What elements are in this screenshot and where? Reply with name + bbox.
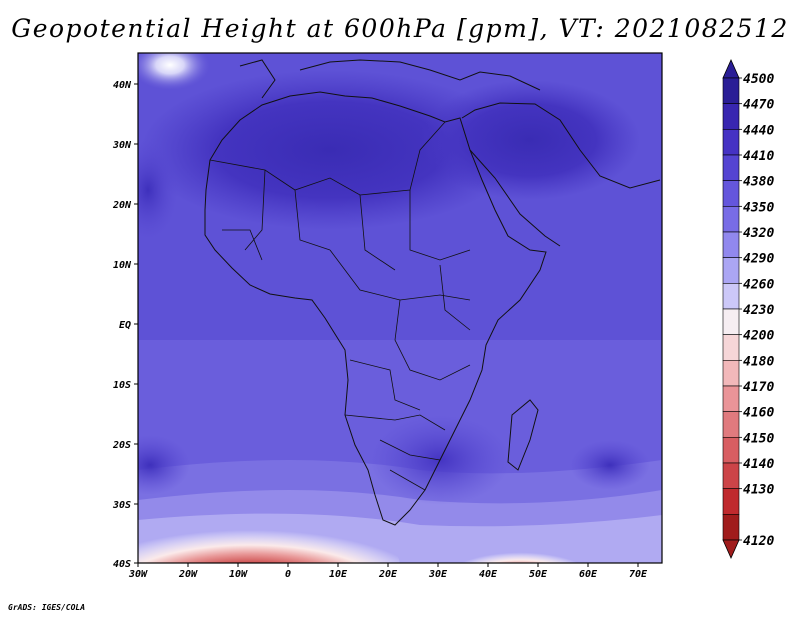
lat-label: 20N (112, 200, 132, 211)
colorbar-swatch (722, 77, 740, 104)
axis-ticks (134, 83, 639, 567)
colorbar-label: 4200 (743, 329, 774, 344)
colorbar: 4500 4470 4440 4410 4380 4350 4320 4290 4260 4230… (722, 59, 774, 559)
colorbar-label: 4290 (743, 252, 774, 267)
colorbar-swatch (722, 411, 740, 438)
colorbar-label: 4470 (743, 98, 774, 113)
height-field (138, 53, 662, 563)
colorbar-swatch (722, 437, 740, 464)
colorbar-swatch (722, 385, 740, 412)
colorbar-swatch (722, 514, 740, 541)
colorbar-swatch (722, 283, 740, 310)
colorbar-arrow-bottom (722, 539, 740, 559)
colorbar-label: 4320 (743, 226, 774, 241)
lat-label: 30S (112, 500, 131, 511)
colorbar-swatch (722, 231, 740, 258)
arabia-coast (461, 102, 661, 189)
colorbar-swatch (722, 308, 740, 335)
longitude-labels: 30W 20W 10W 0 10E 20E 30E 40E 50E 60E 70… (128, 569, 648, 580)
colorbar-swatch (722, 180, 740, 207)
lon-label: 40E (479, 569, 498, 580)
lon-label: 60E (579, 569, 598, 580)
lon-label: 20E (378, 569, 398, 580)
lon-label: 0 (285, 569, 291, 580)
colorbar-swatch (722, 462, 740, 489)
borders (209, 121, 471, 491)
lat-label: 30N (112, 140, 132, 151)
colorbar-label: 4130 (743, 483, 774, 498)
iberia (239, 59, 276, 99)
lon-label: 70E (629, 569, 648, 580)
red-sea (469, 149, 561, 247)
lat-label: 40S (113, 559, 131, 570)
colorbar-label: 4180 (743, 354, 774, 369)
coastlines (204, 59, 661, 526)
lat-label: EQ (119, 320, 131, 331)
lon-label: 10E (329, 569, 348, 580)
lat-label: 40N (113, 80, 132, 91)
lat-label: 20S (112, 440, 131, 451)
saharan-high (140, 70, 520, 230)
colorbar-arrow-top (722, 59, 740, 79)
mediterranean-north (299, 59, 541, 91)
plot-frame (137, 52, 663, 564)
lon-label: 20W (178, 569, 198, 580)
colorbar-swatch (722, 103, 740, 130)
colorbar-label: 4230 (743, 303, 774, 318)
colorbar-label: 4380 (743, 175, 774, 190)
latitude-labels: 40N 30N 20N 10N EQ 10S 20S 30S 40S (112, 80, 132, 570)
colorbar-swatch (722, 206, 740, 233)
lat-label: 10S (113, 380, 131, 391)
colorbar-label: 4260 (743, 277, 774, 292)
colorbar-swatch (722, 129, 740, 156)
africa-coast (204, 91, 547, 526)
colorbar-swatch (722, 334, 740, 361)
colorbar-label: 4120 (743, 534, 774, 549)
colorbar-label: 4140 (743, 457, 774, 472)
southern-low-east (457, 545, 583, 563)
colorbar-swatch (722, 154, 740, 181)
colorbar-swatch (722, 360, 740, 387)
lon-label: 50E (529, 569, 548, 580)
colorbar-swatch (722, 257, 740, 284)
lon-label: 30W (128, 569, 148, 580)
arabian-high (420, 80, 640, 200)
lat-label: 10N (113, 260, 132, 271)
credit-text: GrADS: IGES/COLA (8, 603, 86, 612)
colorbar-swatch (722, 488, 740, 515)
lon-label: 30E (428, 569, 448, 580)
madagascar (507, 399, 539, 471)
colorbar-label: 4160 (743, 406, 774, 421)
northwest-ridge (138, 53, 210, 90)
lon-label: 10W (229, 569, 248, 580)
colorbar-label: 4500 (743, 72, 774, 87)
colorbar-label: 4150 (743, 431, 774, 446)
map-title: Geopotential Height at 600hPa [gpm], VT:… (11, 14, 789, 43)
southern-low-west (138, 515, 400, 563)
colorbar-label: 4350 (743, 200, 774, 215)
colorbar-label: 4170 (743, 380, 774, 395)
colorbar-label: 4440 (743, 123, 774, 138)
colorbar-label: 4410 (743, 149, 774, 164)
